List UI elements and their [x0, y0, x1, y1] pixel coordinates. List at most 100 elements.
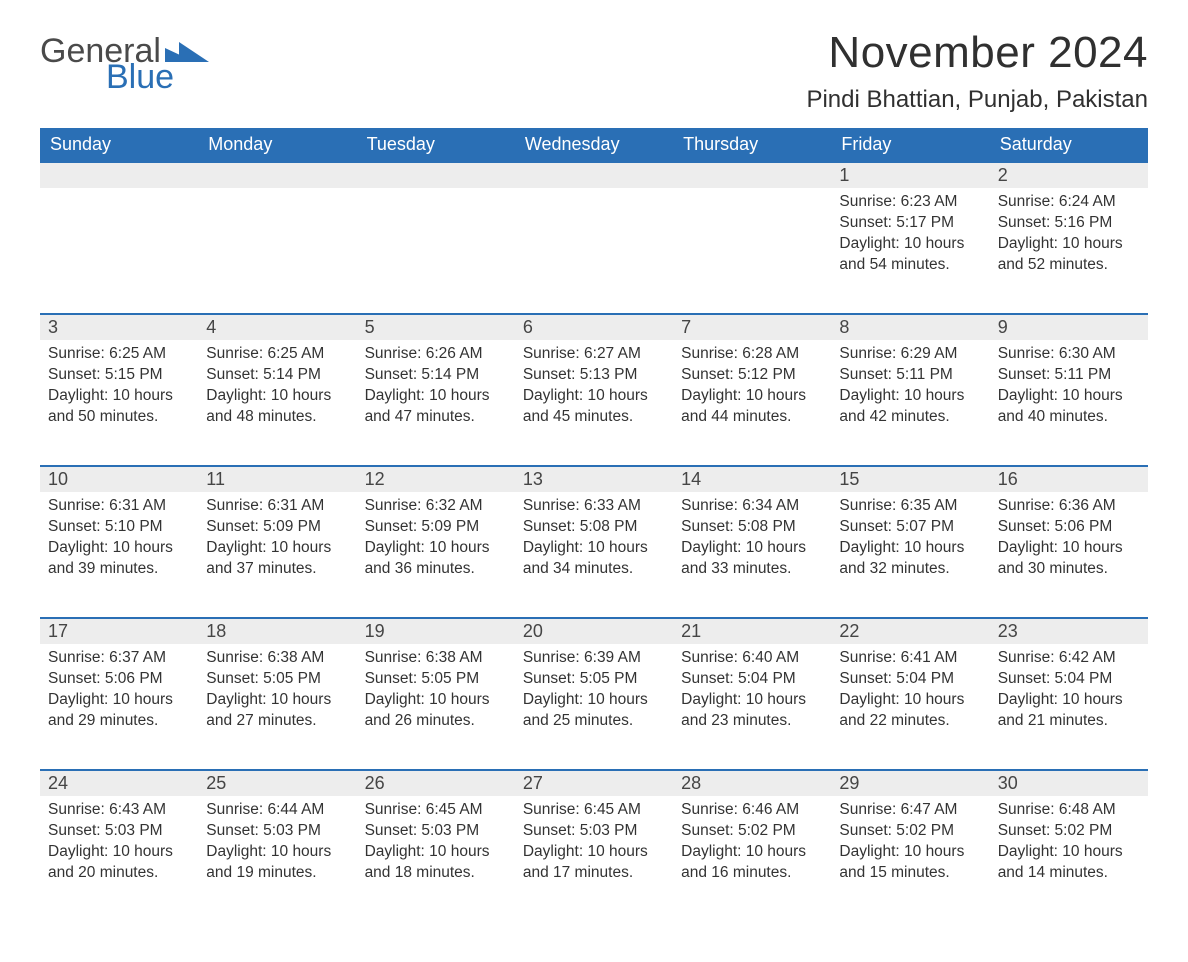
sunset-text: Sunset: 5:13 PM [523, 365, 665, 386]
daylight-text: Daylight: 10 hours [523, 690, 665, 711]
daylight-text: and 54 minutes. [839, 255, 981, 276]
daylight-text: and 25 minutes. [523, 711, 665, 732]
day-content-cell: Sunrise: 6:45 AMSunset: 5:03 PMDaylight:… [357, 796, 515, 922]
day-content-cell: Sunrise: 6:43 AMSunset: 5:03 PMDaylight:… [40, 796, 198, 922]
sunrise-text: Sunrise: 6:47 AM [839, 800, 981, 821]
daylight-text: Daylight: 10 hours [206, 538, 348, 559]
daylight-text: Daylight: 10 hours [998, 234, 1140, 255]
day-number-cell: 2 [990, 162, 1148, 188]
day-number-row: 17181920212223 [40, 618, 1148, 644]
sunset-text: Sunset: 5:03 PM [523, 821, 665, 842]
day-content-row: Sunrise: 6:25 AMSunset: 5:15 PMDaylight:… [40, 340, 1148, 466]
daylight-text: and 19 minutes. [206, 863, 348, 884]
sunset-text: Sunset: 5:10 PM [48, 517, 190, 538]
daylight-text: and 22 minutes. [839, 711, 981, 732]
sunset-text: Sunset: 5:08 PM [523, 517, 665, 538]
daylight-text: Daylight: 10 hours [365, 842, 507, 863]
weekday-header: Saturday [990, 128, 1148, 162]
sunrise-text: Sunrise: 6:32 AM [365, 496, 507, 517]
daylight-text: Daylight: 10 hours [998, 842, 1140, 863]
day-number-cell: 13 [515, 466, 673, 492]
day-content-cell: Sunrise: 6:31 AMSunset: 5:10 PMDaylight:… [40, 492, 198, 618]
sunrise-text: Sunrise: 6:44 AM [206, 800, 348, 821]
daylight-text: Daylight: 10 hours [206, 842, 348, 863]
daylight-text: and 14 minutes. [998, 863, 1140, 884]
day-content-cell [357, 188, 515, 314]
sunrise-text: Sunrise: 6:25 AM [206, 344, 348, 365]
sunset-text: Sunset: 5:04 PM [839, 669, 981, 690]
sunset-text: Sunset: 5:02 PM [839, 821, 981, 842]
sunset-text: Sunset: 5:11 PM [998, 365, 1140, 386]
day-number-cell: 6 [515, 314, 673, 340]
daylight-text: Daylight: 10 hours [839, 690, 981, 711]
sunrise-text: Sunrise: 6:30 AM [998, 344, 1140, 365]
sunrise-text: Sunrise: 6:38 AM [365, 648, 507, 669]
sunrise-text: Sunrise: 6:28 AM [681, 344, 823, 365]
daylight-text: Daylight: 10 hours [681, 386, 823, 407]
daylight-text: and 42 minutes. [839, 407, 981, 428]
daylight-text: Daylight: 10 hours [523, 538, 665, 559]
day-content-cell: Sunrise: 6:37 AMSunset: 5:06 PMDaylight:… [40, 644, 198, 770]
daylight-text: and 34 minutes. [523, 559, 665, 580]
sunrise-text: Sunrise: 6:37 AM [48, 648, 190, 669]
day-content-cell: Sunrise: 6:39 AMSunset: 5:05 PMDaylight:… [515, 644, 673, 770]
day-number-cell: 3 [40, 314, 198, 340]
sunset-text: Sunset: 5:03 PM [365, 821, 507, 842]
daylight-text: Daylight: 10 hours [365, 690, 507, 711]
day-content-row: Sunrise: 6:37 AMSunset: 5:06 PMDaylight:… [40, 644, 1148, 770]
sunset-text: Sunset: 5:07 PM [839, 517, 981, 538]
daylight-text: Daylight: 10 hours [681, 842, 823, 863]
sunset-text: Sunset: 5:14 PM [365, 365, 507, 386]
day-number-cell: 25 [198, 770, 356, 796]
day-number-cell: 14 [673, 466, 831, 492]
weekday-header-row: Sunday Monday Tuesday Wednesday Thursday… [40, 128, 1148, 162]
sunset-text: Sunset: 5:02 PM [998, 821, 1140, 842]
sunrise-text: Sunrise: 6:29 AM [839, 344, 981, 365]
day-content-cell: Sunrise: 6:42 AMSunset: 5:04 PMDaylight:… [990, 644, 1148, 770]
sunrise-text: Sunrise: 6:42 AM [998, 648, 1140, 669]
daylight-text: and 39 minutes. [48, 559, 190, 580]
day-number-cell: 23 [990, 618, 1148, 644]
daylight-text: and 15 minutes. [839, 863, 981, 884]
daylight-text: Daylight: 10 hours [523, 842, 665, 863]
sunrise-text: Sunrise: 6:40 AM [681, 648, 823, 669]
daylight-text: Daylight: 10 hours [523, 386, 665, 407]
sunrise-text: Sunrise: 6:41 AM [839, 648, 981, 669]
sunset-text: Sunset: 5:06 PM [998, 517, 1140, 538]
sunrise-text: Sunrise: 6:31 AM [206, 496, 348, 517]
day-number-row: 12 [40, 162, 1148, 188]
calendar-table: Sunday Monday Tuesday Wednesday Thursday… [40, 128, 1148, 922]
day-number-cell: 27 [515, 770, 673, 796]
weekday-header: Wednesday [515, 128, 673, 162]
day-number-cell: 12 [357, 466, 515, 492]
daylight-text: and 48 minutes. [206, 407, 348, 428]
day-number-row: 24252627282930 [40, 770, 1148, 796]
sunset-text: Sunset: 5:09 PM [206, 517, 348, 538]
sunset-text: Sunset: 5:14 PM [206, 365, 348, 386]
location-subtitle: Pindi Bhattian, Punjab, Pakistan [806, 86, 1148, 114]
daylight-text: Daylight: 10 hours [365, 538, 507, 559]
daylight-text: and 23 minutes. [681, 711, 823, 732]
day-content-cell: Sunrise: 6:38 AMSunset: 5:05 PMDaylight:… [357, 644, 515, 770]
day-number-cell: 9 [990, 314, 1148, 340]
weekday-header: Friday [831, 128, 989, 162]
day-number-row: 3456789 [40, 314, 1148, 340]
day-number-cell: 11 [198, 466, 356, 492]
day-number-cell: 17 [40, 618, 198, 644]
sunrise-text: Sunrise: 6:36 AM [998, 496, 1140, 517]
day-content-cell: Sunrise: 6:41 AMSunset: 5:04 PMDaylight:… [831, 644, 989, 770]
daylight-text: Daylight: 10 hours [998, 386, 1140, 407]
daylight-text: Daylight: 10 hours [839, 842, 981, 863]
sunrise-text: Sunrise: 6:46 AM [681, 800, 823, 821]
day-number-cell: 4 [198, 314, 356, 340]
daylight-text: and 37 minutes. [206, 559, 348, 580]
sunrise-text: Sunrise: 6:35 AM [839, 496, 981, 517]
day-content-cell: Sunrise: 6:31 AMSunset: 5:09 PMDaylight:… [198, 492, 356, 618]
day-content-cell: Sunrise: 6:47 AMSunset: 5:02 PMDaylight:… [831, 796, 989, 922]
daylight-text: Daylight: 10 hours [365, 386, 507, 407]
sunrise-text: Sunrise: 6:34 AM [681, 496, 823, 517]
day-content-cell: Sunrise: 6:33 AMSunset: 5:08 PMDaylight:… [515, 492, 673, 618]
daylight-text: and 26 minutes. [365, 711, 507, 732]
daylight-text: Daylight: 10 hours [681, 690, 823, 711]
sunset-text: Sunset: 5:02 PM [681, 821, 823, 842]
